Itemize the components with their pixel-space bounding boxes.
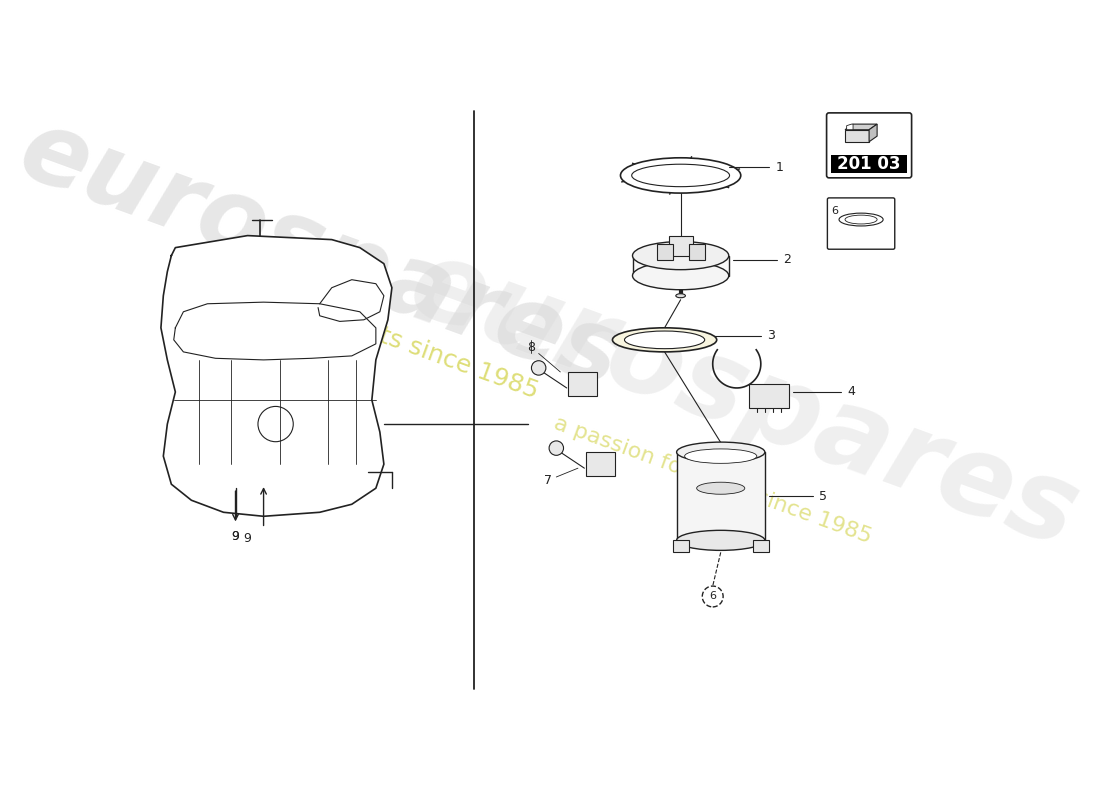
Bar	[845, 130, 869, 142]
Text: 4: 4	[847, 386, 856, 398]
Ellipse shape	[696, 482, 745, 494]
Text: 9: 9	[232, 530, 240, 543]
Bar	[832, 155, 906, 173]
Ellipse shape	[675, 294, 685, 298]
FancyBboxPatch shape	[826, 113, 912, 178]
Ellipse shape	[613, 328, 717, 352]
Bar	[669, 235, 693, 256]
Text: 8: 8	[527, 342, 535, 354]
Text: 201 03: 201 03	[837, 155, 901, 174]
Text: a passion for parts since 1985: a passion for parts since 1985	[178, 252, 541, 404]
Bar	[752, 540, 769, 552]
Polygon shape	[869, 124, 877, 142]
Text: 9: 9	[243, 532, 252, 546]
Text: 7: 7	[544, 474, 552, 486]
FancyBboxPatch shape	[827, 198, 894, 250]
Ellipse shape	[684, 449, 757, 463]
Ellipse shape	[676, 442, 764, 462]
Ellipse shape	[676, 530, 764, 550]
Text: eurospares: eurospares	[6, 102, 634, 410]
Text: 3: 3	[767, 330, 775, 342]
Bar	[672, 540, 689, 552]
Polygon shape	[847, 124, 854, 130]
Text: 9: 9	[232, 530, 240, 543]
Circle shape	[549, 441, 563, 455]
Text: eurospares: eurospares	[396, 230, 1093, 570]
Ellipse shape	[632, 262, 728, 290]
Circle shape	[531, 361, 546, 375]
Ellipse shape	[632, 242, 728, 270]
Bar	[569, 372, 597, 396]
Text: a passion for parts since 1985: a passion for parts since 1985	[551, 413, 874, 547]
Ellipse shape	[625, 331, 705, 349]
Text: 6: 6	[710, 591, 716, 602]
Text: 2: 2	[783, 253, 791, 266]
Bar	[586, 452, 615, 476]
Bar	[689, 244, 705, 260]
Bar	[657, 244, 672, 260]
Text: 5: 5	[820, 490, 827, 502]
Polygon shape	[161, 235, 392, 516]
Text: 6: 6	[832, 206, 838, 216]
Bar	[749, 384, 789, 408]
Polygon shape	[845, 124, 877, 130]
Text: 1: 1	[776, 161, 783, 174]
Circle shape	[702, 586, 723, 607]
